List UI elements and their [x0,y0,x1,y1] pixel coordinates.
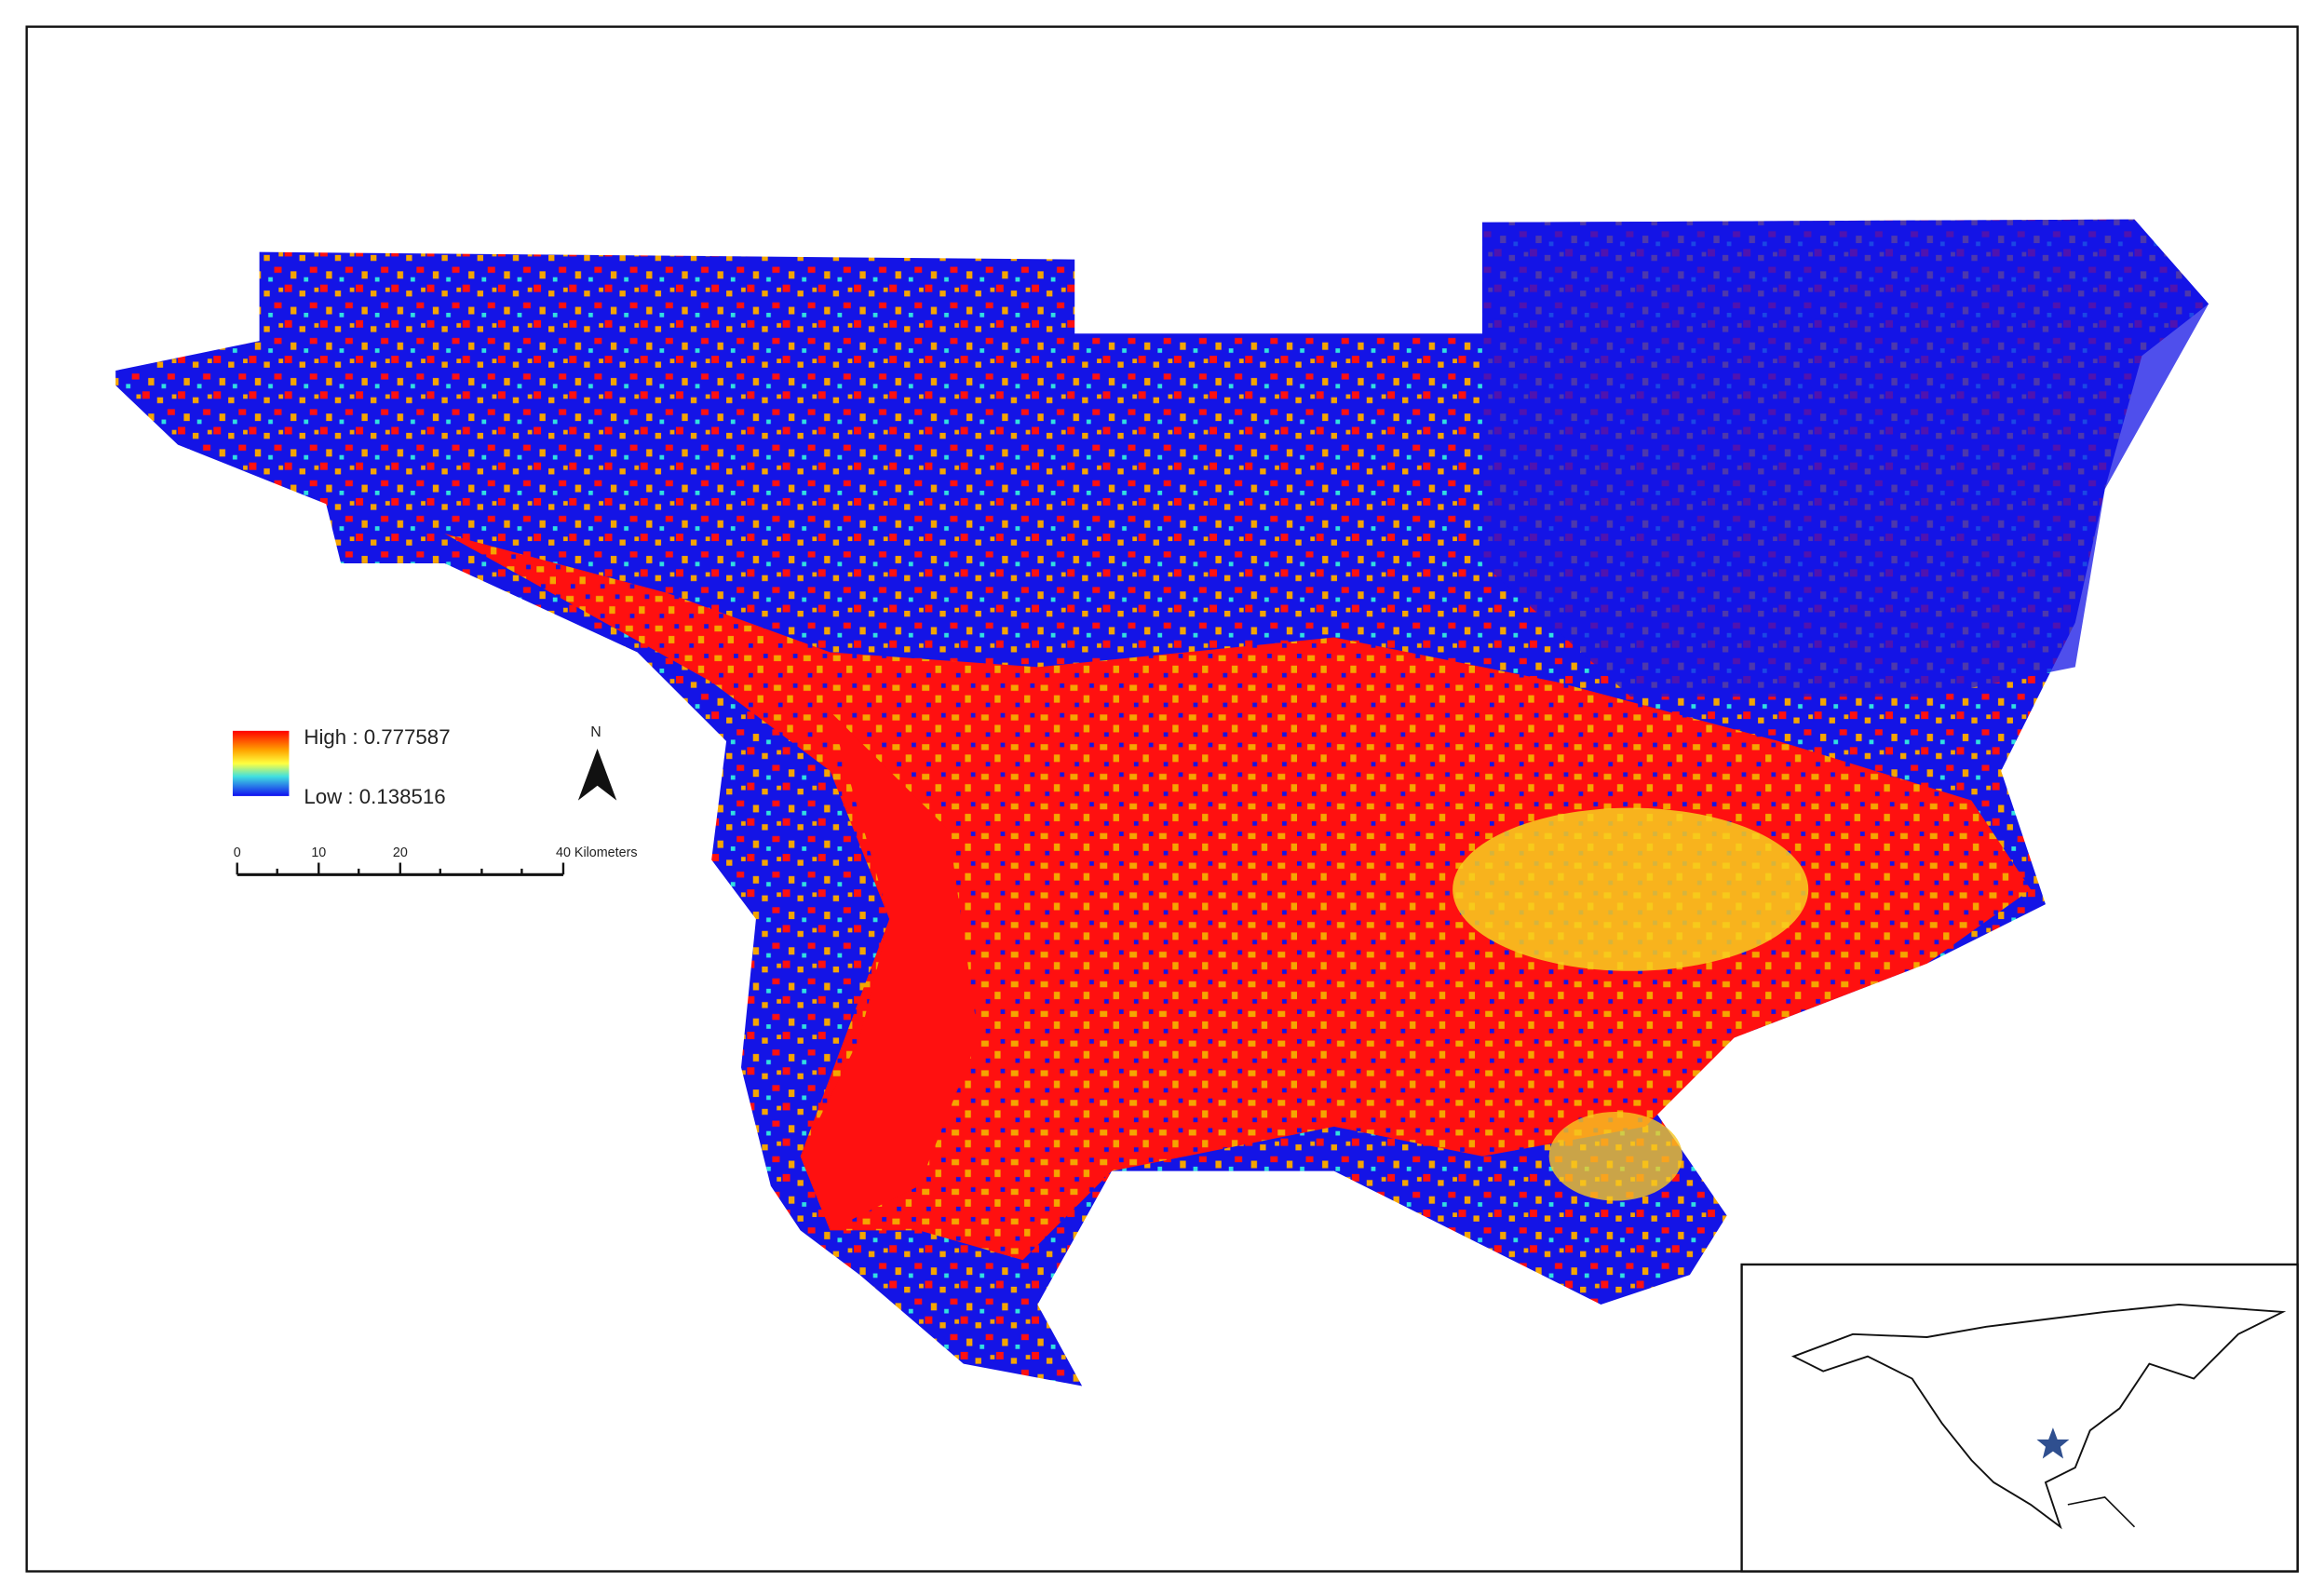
map-layout: High : 0.777587 Low : 0.138516 N 0 10 20… [25,25,2299,1573]
scale-label: 20 [393,845,408,860]
north-america-outline [1790,1304,2287,1530]
scale-label: 10 [311,845,326,860]
north-arrow: N [577,724,617,801]
hotspot-east [1452,807,1809,971]
caribbean-outline [2067,1496,2136,1528]
scale-bar: 0 10 20 40 Kilometers [234,845,638,876]
legend-high: High : 0.777587 [304,725,450,749]
high-core [800,711,979,1231]
scale-label: 0 [234,845,241,860]
legend: High : 0.777587 Low : 0.138516 [232,725,451,808]
legend-ramp [232,730,290,796]
inset-map [1740,1263,2299,1573]
low-region [1482,219,2209,697]
map-frame [25,25,2299,1573]
north-label: N [590,724,601,740]
legend-low: Low : 0.138516 [304,785,445,808]
north-arrow-shape [577,748,617,801]
scale-label: 40 Kilometers [556,845,638,860]
raster-map [115,219,2209,1386]
location-star [2036,1427,2070,1459]
hotspot-south [1548,1112,1682,1201]
